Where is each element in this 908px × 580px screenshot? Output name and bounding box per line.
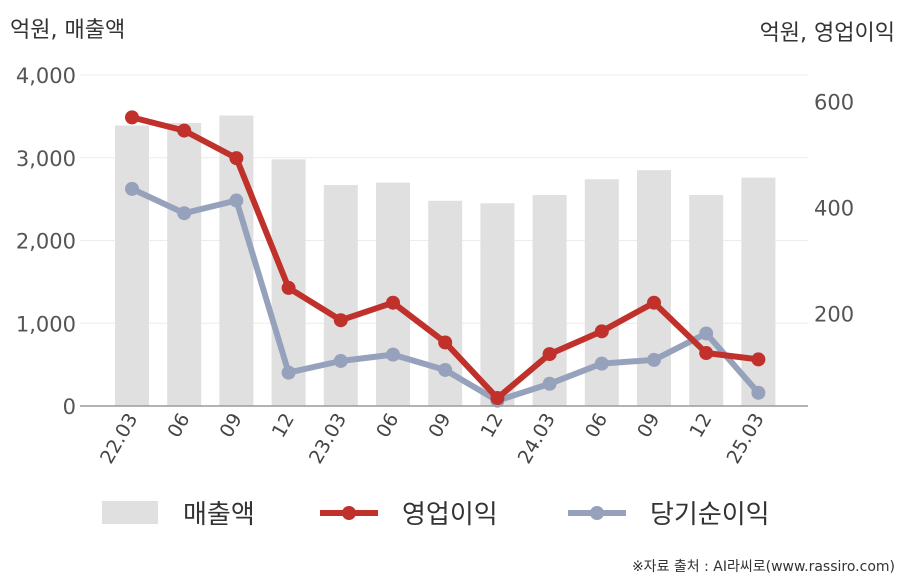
left-axis-ticks: 0 1,000 2,000 3,000 4,000	[16, 64, 76, 419]
point-net-income	[594, 356, 609, 371]
point-net-income	[542, 376, 557, 391]
bar-revenue	[741, 177, 776, 406]
right-axis-ticks: 200 400 600	[814, 90, 854, 326]
x-axis-ticks: 22.03 06 09 12 23.03 06 09 12 24.03 06 09 12 25.03	[96, 410, 769, 468]
point-operating-profit	[542, 347, 557, 362]
x-tick-label: 24.03	[514, 410, 560, 468]
bar-revenue	[323, 185, 358, 406]
point-net-income	[647, 352, 661, 367]
x-tick-label: 12	[268, 410, 299, 442]
right-tick-label: 200	[814, 302, 854, 326]
right-tick-label: 600	[814, 90, 854, 114]
legend-label-operating-profit: 영업이익	[402, 500, 498, 530]
point-net-income	[333, 353, 348, 368]
point-net-income	[229, 193, 244, 208]
source-note: ※자료 출처 : AI라씨로(www.rassiro.com)	[632, 559, 895, 575]
x-tick-label: 12	[477, 410, 508, 442]
left-tick-label: 4,000	[16, 64, 76, 88]
point-net-income	[751, 385, 766, 400]
legend-label-revenue: 매출액	[183, 500, 255, 530]
point-operating-profit	[125, 110, 139, 125]
point-net-income	[438, 362, 453, 377]
point-net-income	[125, 181, 139, 196]
point-operating-profit	[333, 313, 348, 328]
left-axis-unit-label: 억원, 매출액	[10, 18, 125, 43]
bar-revenue	[689, 194, 724, 406]
revenue-bars	[115, 115, 776, 407]
x-tick-label: 09	[633, 410, 664, 442]
point-operating-profit	[647, 295, 661, 310]
legend-marker-net-income	[590, 506, 604, 520]
legend-label-net-income: 당기순이익	[650, 500, 770, 530]
point-net-income	[699, 326, 714, 341]
profit-lines	[125, 110, 766, 408]
bar-revenue	[115, 125, 149, 406]
x-tick-label: 09	[424, 410, 455, 442]
right-tick-label: 400	[814, 196, 854, 220]
point-operating-profit	[438, 335, 453, 350]
right-axis-unit-label: 억원, 영업이익	[760, 21, 895, 46]
point-operating-profit	[490, 391, 505, 406]
left-tick-label: 1,000	[16, 312, 76, 336]
x-tick-label: 06	[372, 410, 403, 442]
left-tick-label: 2,000	[16, 230, 76, 254]
point-operating-profit	[699, 346, 714, 361]
x-tick-label: 25.03	[722, 410, 768, 468]
left-tick-label: 0	[63, 395, 76, 419]
point-operating-profit	[229, 151, 244, 166]
point-net-income	[386, 347, 400, 362]
point-operating-profit	[281, 280, 296, 295]
x-tick-label: 12	[685, 410, 716, 442]
point-net-income	[177, 206, 192, 221]
point-operating-profit	[594, 324, 609, 339]
point-net-income	[281, 365, 296, 380]
x-tick-label: 06	[581, 410, 612, 442]
x-tick-label: 06	[163, 410, 194, 442]
point-operating-profit	[386, 295, 400, 310]
bar-revenue	[532, 194, 567, 406]
bar-revenue	[637, 170, 671, 406]
bar-revenue	[584, 179, 619, 406]
x-tick-label: 09	[216, 410, 247, 442]
x-tick-label: 22.03	[96, 410, 142, 468]
legend-swatch-revenue	[102, 501, 158, 524]
bar-revenue	[167, 122, 202, 407]
legend-marker-operating-profit	[342, 506, 356, 520]
point-operating-profit	[177, 123, 192, 138]
left-tick-label: 3,000	[16, 147, 76, 171]
point-operating-profit	[751, 352, 766, 367]
bar-revenue	[480, 203, 515, 406]
bar-revenue	[376, 182, 410, 406]
legend: 매출액 영업이익 당기순이익	[102, 500, 770, 530]
x-tick-label: 23.03	[305, 410, 351, 468]
